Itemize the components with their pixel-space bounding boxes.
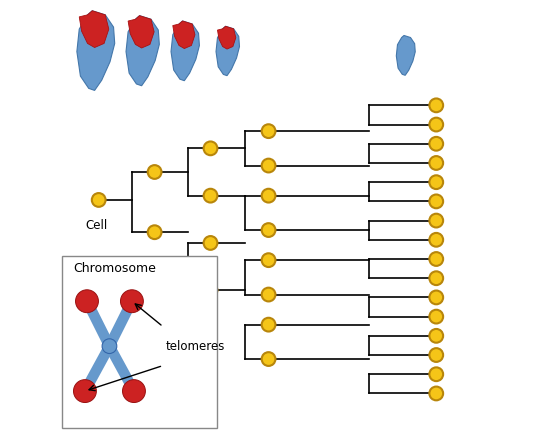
Circle shape [430, 252, 443, 266]
Circle shape [430, 310, 443, 323]
Circle shape [262, 189, 276, 203]
Circle shape [262, 124, 276, 138]
Polygon shape [217, 26, 236, 49]
Bar [62, 256, 217, 428]
Circle shape [430, 156, 443, 170]
Circle shape [204, 141, 217, 155]
Circle shape [430, 233, 443, 247]
Text: Chromosome: Chromosome [73, 262, 156, 275]
Circle shape [430, 367, 443, 381]
Polygon shape [77, 11, 115, 90]
Circle shape [430, 387, 443, 400]
Circle shape [430, 348, 443, 362]
Circle shape [430, 118, 443, 132]
Circle shape [204, 236, 217, 250]
Circle shape [74, 380, 96, 402]
Polygon shape [128, 15, 154, 48]
Polygon shape [171, 21, 200, 81]
Circle shape [430, 214, 443, 227]
Polygon shape [79, 11, 109, 48]
Polygon shape [173, 21, 195, 49]
Circle shape [262, 288, 276, 301]
Circle shape [75, 290, 98, 313]
Polygon shape [126, 15, 160, 86]
Circle shape [430, 194, 443, 208]
Circle shape [430, 291, 443, 304]
Polygon shape [397, 36, 415, 75]
Circle shape [262, 223, 276, 237]
Circle shape [262, 159, 276, 172]
Circle shape [430, 271, 443, 285]
Circle shape [102, 339, 117, 353]
Circle shape [430, 329, 443, 343]
Circle shape [148, 165, 162, 179]
Text: telomeres: telomeres [166, 340, 225, 353]
Polygon shape [216, 26, 239, 76]
Circle shape [204, 189, 217, 203]
Circle shape [92, 193, 106, 207]
Circle shape [123, 380, 145, 402]
Circle shape [262, 352, 276, 366]
Circle shape [120, 290, 144, 313]
Circle shape [148, 225, 162, 239]
Circle shape [430, 98, 443, 112]
Circle shape [262, 253, 276, 267]
Circle shape [430, 175, 443, 189]
Circle shape [430, 137, 443, 150]
Circle shape [204, 283, 217, 297]
Text: Cell: Cell [85, 219, 108, 232]
Circle shape [262, 318, 276, 332]
